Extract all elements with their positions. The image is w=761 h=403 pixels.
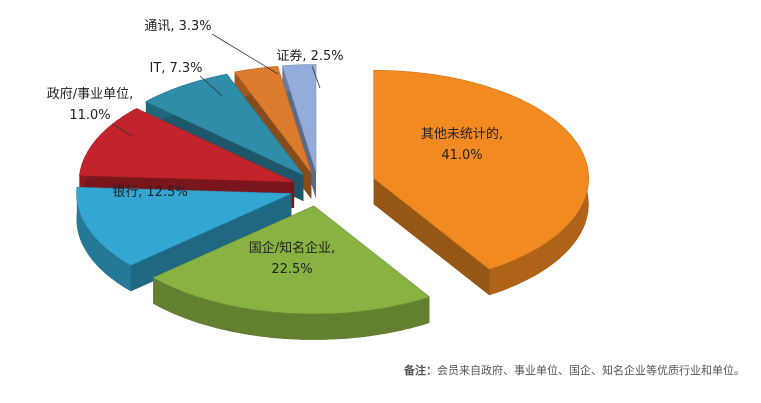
slice-label: IT, 7.3% [150, 61, 203, 76]
value-label: 41.0% [441, 148, 482, 163]
leader-line [111, 123, 133, 137]
separator: , [331, 241, 335, 256]
slice-side [153, 277, 430, 340]
note-text: 会员来自政府、事业单位、国企、知名企业等优质行业和单位。 [437, 363, 745, 377]
leader-line [311, 65, 321, 89]
leader-line [199, 75, 223, 97]
slice-label: 证券, 2.5% [276, 48, 343, 64]
separator: , [302, 49, 306, 64]
value-label: 22.5% [271, 262, 312, 277]
value-label: 12.5% [146, 185, 187, 200]
category: IT [150, 61, 162, 76]
value-label: 3.3% [179, 19, 212, 34]
note: 备注：会员来自政府、事业单位、国企、知名企业等优质行业和单位。 [403, 363, 745, 377]
category: 银行 [112, 185, 138, 200]
labels: 其他未统计的, 41.0% 国企/知名企业, 22.5% 银行, 12.5% 政府/事业单位… [47, 19, 503, 277]
slice-label: 国企/知名企业, 22.5% [249, 240, 336, 277]
slice-label: 银行, 12.5% [112, 185, 187, 200]
leader-line [211, 33, 279, 75]
slice-label: 通讯, 3.3% [144, 19, 211, 34]
separator: , [129, 87, 133, 102]
value-label: 7.3% [169, 61, 202, 76]
slice [79, 108, 295, 183]
category: 其他未统计的 [421, 126, 499, 142]
category: 国企/知名企业 [249, 240, 331, 256]
slice [152, 205, 431, 315]
slice-label: 其他未统计的, 41.0% [421, 126, 503, 163]
category: 证券 [276, 48, 302, 64]
pie [76, 64, 590, 340]
note-label: 备注： [403, 363, 437, 377]
value-label: 2.5% [311, 49, 344, 64]
category: 通讯 [144, 19, 170, 34]
separator: , [170, 19, 174, 34]
separator: , [138, 185, 142, 200]
separator: , [499, 127, 503, 142]
separator: , [161, 61, 165, 76]
value-label: 11.0% [69, 108, 110, 123]
slice-side [76, 187, 131, 292]
slice [145, 73, 304, 176]
slice [234, 65, 312, 174]
category: 政府/事业单位 [47, 87, 129, 102]
slice [282, 64, 317, 173]
slice [76, 186, 292, 266]
slice-label: 政府/事业单位, 11.0% [47, 87, 134, 123]
slice [373, 69, 590, 270]
slice-wall [373, 178, 490, 296]
